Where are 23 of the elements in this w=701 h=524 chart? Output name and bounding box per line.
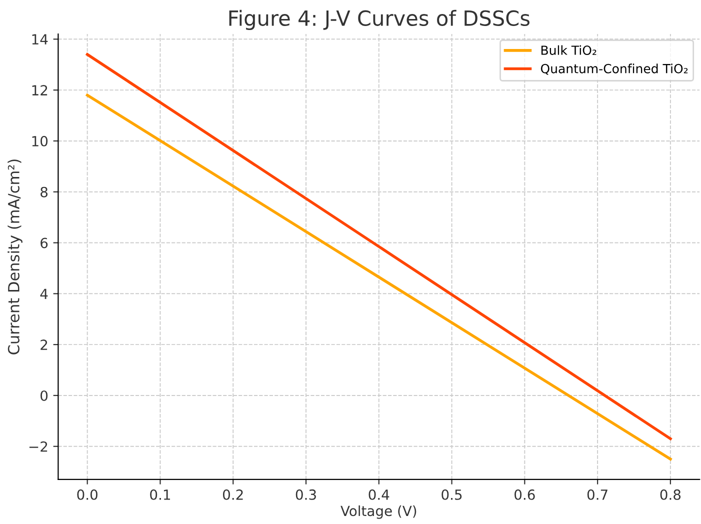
x-tick-label: 0.7 xyxy=(587,489,608,500)
x-tick-label: 0.4 xyxy=(368,489,390,500)
x-tick-label: 0.6 xyxy=(514,489,535,500)
y-tick-label: 0 xyxy=(40,390,48,401)
legend-label: Quantum-Confined TiO₂ xyxy=(540,64,688,75)
x-axis-title: Voltage (V) xyxy=(340,505,416,519)
x-tick-label: 0.1 xyxy=(150,489,170,500)
y-tick-label: 14 xyxy=(32,34,48,44)
x-tick-label: 0.2 xyxy=(222,489,243,500)
y-tick-label: 2 xyxy=(40,340,48,350)
chart-title: Figure 4: J-V Curves of DSSCs xyxy=(229,10,530,30)
x-tick-label: 0.0 xyxy=(77,489,98,500)
x-tick-label: 0.5 xyxy=(442,489,462,500)
y-tick-label: 4 xyxy=(40,288,48,299)
y-tick-label: −2 xyxy=(29,441,48,452)
y-axis-title: Current Density (mA/cm²) xyxy=(8,160,22,354)
x-tick-label: 0.3 xyxy=(296,489,316,500)
y-tick-label: 8 xyxy=(40,186,48,198)
y-tick-label: 10 xyxy=(32,136,48,146)
y-tick-label: 12 xyxy=(32,85,48,96)
legend-label: Bulk TiO₂ xyxy=(541,45,596,55)
y-tick-label: 6 xyxy=(40,238,48,248)
x-tick-label: 0.8 xyxy=(660,489,681,500)
